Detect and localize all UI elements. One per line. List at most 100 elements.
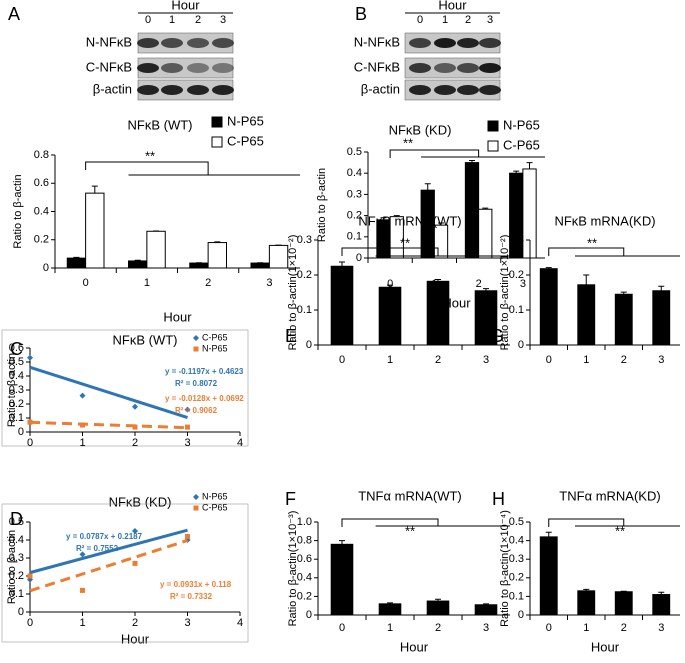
point xyxy=(28,574,33,579)
y-tick-label: 0.2 xyxy=(297,269,312,281)
y-tick-label: 0.2 xyxy=(297,590,312,602)
blot-band xyxy=(212,38,234,48)
blot-header: Hour xyxy=(438,0,467,12)
significance-bracket xyxy=(549,248,680,256)
blot-band xyxy=(409,63,431,73)
point xyxy=(133,561,138,566)
chart-title: NFκB (KD) xyxy=(389,122,452,137)
x-tick-label: 1 xyxy=(387,622,393,634)
y-tick-label: 0.3 xyxy=(347,188,362,200)
y-tick-label: 0.3 xyxy=(509,234,524,246)
y-axis-label: Ratio to β-actin(1×10⁻²) xyxy=(287,235,299,351)
x-tick-label: 2 xyxy=(621,622,627,634)
legend-label: N-P65 xyxy=(503,117,540,132)
y-axis-label: Ratio to β-actin(1×10⁻⁴) xyxy=(499,510,511,627)
blot-row-label: β-actin xyxy=(361,81,400,96)
error-bar xyxy=(546,532,552,537)
y-tick-label: 0.6 xyxy=(297,553,312,565)
error-bar xyxy=(621,591,627,592)
legend-swatch xyxy=(212,117,222,127)
blot-band xyxy=(434,63,456,73)
bar xyxy=(427,281,449,345)
legend-label: C-P65 xyxy=(202,502,228,512)
significance-bracket xyxy=(342,519,510,527)
x-tick-label: 2 xyxy=(132,617,138,629)
bar xyxy=(190,263,208,268)
y-tick-label: 0 xyxy=(518,609,524,621)
blot-band xyxy=(187,85,209,95)
bar xyxy=(615,592,632,615)
bar xyxy=(86,193,104,268)
x-tick-label: 2 xyxy=(621,354,627,366)
y-tick-label: 0 xyxy=(18,606,24,618)
blot-band xyxy=(457,85,479,95)
blot-band xyxy=(137,63,159,73)
trend-equation: y = 0.0787x + 0.2187 xyxy=(66,532,143,541)
y-tick-label: 0 xyxy=(518,339,524,351)
y-tick-label: 0.3 xyxy=(509,553,524,565)
bar xyxy=(479,209,492,258)
y-tick-label: 0 xyxy=(306,609,312,621)
error-bar xyxy=(425,184,431,190)
point xyxy=(80,393,86,399)
point xyxy=(132,404,138,410)
legend-marker xyxy=(193,335,199,341)
bar xyxy=(434,225,447,258)
legend-marker xyxy=(193,494,199,500)
trendline xyxy=(30,367,188,417)
blot-row-label: C-NFκB xyxy=(354,59,400,74)
legend-label: N-P65 xyxy=(227,113,264,128)
y-tick-label: 0.6 xyxy=(9,342,24,354)
trend-r-squared: R² = 0.8072 xyxy=(175,379,218,388)
significance-label: ** xyxy=(403,135,413,150)
x-axis-label: Hour xyxy=(163,309,192,324)
chart-title: NFκB (WT) xyxy=(128,117,193,132)
y-tick-label: 0.8 xyxy=(34,149,49,161)
x-tick-label: 4 xyxy=(237,437,243,449)
trend-r-squared: R² = 0.7552 xyxy=(76,544,119,553)
blot-band xyxy=(212,63,234,73)
legend-label: C-P65 xyxy=(503,137,540,152)
y-tick-label: 0 xyxy=(306,339,312,351)
lane-label: 3 xyxy=(220,14,226,26)
blot-band xyxy=(479,85,501,95)
blot-band xyxy=(212,85,234,95)
blot-row-label: C-NFκB xyxy=(86,59,132,74)
bar xyxy=(540,269,557,345)
x-tick-label: 3 xyxy=(184,617,190,629)
panel-letter: B xyxy=(355,4,367,24)
panel-letter: F xyxy=(285,489,296,509)
x-tick-label: 3 xyxy=(266,277,272,289)
bar xyxy=(331,266,353,345)
trend-r-squared: R² = 0.9062 xyxy=(175,406,218,415)
y-tick-label: 0.5 xyxy=(347,146,362,158)
blot-band xyxy=(137,38,159,48)
bar xyxy=(147,231,165,268)
y-tick-label: 0 xyxy=(356,252,362,264)
x-tick-label: 0 xyxy=(27,617,33,629)
y-tick-label: 0.4 xyxy=(347,167,362,179)
legend-swatch xyxy=(488,141,498,151)
legend-label: N-P65 xyxy=(202,491,228,501)
blot-band xyxy=(479,63,501,73)
trend-equation: y = -0.0128x + 0.0692 xyxy=(165,394,244,403)
x-tick-label: 0 xyxy=(546,622,552,634)
bar xyxy=(269,245,287,268)
y-tick-label: 0.5 xyxy=(9,516,24,528)
y-axis-label: Ratio to β-actin xyxy=(6,353,18,427)
y-tick-label: 0.8 xyxy=(297,535,312,547)
lane-label: 0 xyxy=(417,14,423,26)
bar xyxy=(251,263,269,268)
trend-equation: y = -0.1197x + 0.4623 xyxy=(165,367,244,376)
panel-letter: A xyxy=(8,4,20,24)
chart-frame xyxy=(2,504,248,642)
point xyxy=(80,423,85,428)
blot-band xyxy=(457,38,479,48)
error-bar xyxy=(658,286,664,291)
x-axis-label: Hour xyxy=(400,639,429,654)
significance-label: ** xyxy=(400,235,410,250)
x-tick-label: 1 xyxy=(583,622,589,634)
x-tick-label: 1 xyxy=(387,354,393,366)
x-tick-label: 0 xyxy=(27,437,33,449)
legend-marker xyxy=(194,506,199,511)
